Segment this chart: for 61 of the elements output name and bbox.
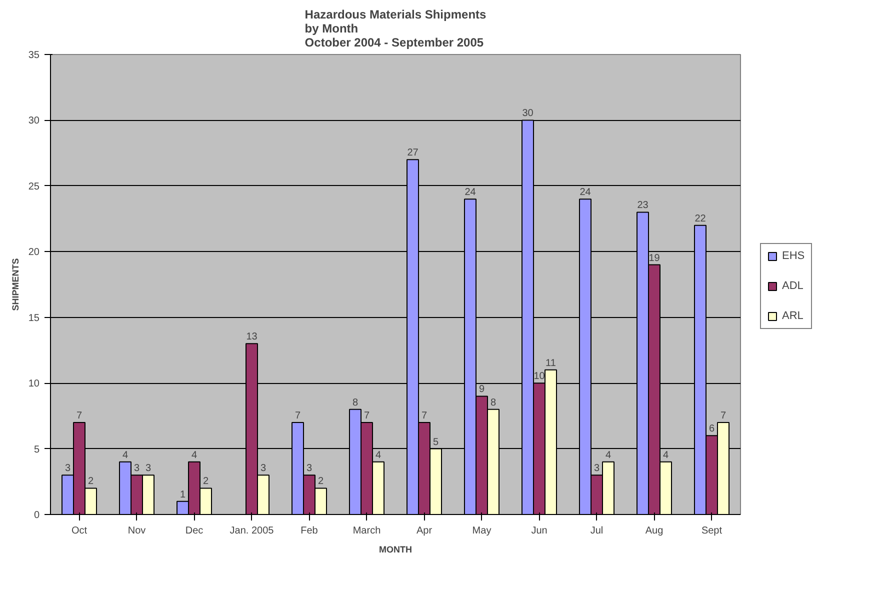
x-tick-label: May bbox=[472, 526, 492, 536]
x-tick-label: Jan. 2005 bbox=[230, 526, 274, 536]
y-tick-label: 5 bbox=[34, 444, 40, 456]
x-tick-label: Apr bbox=[416, 526, 433, 536]
chart-title: Hazardous Materials Shipments by Month October 2004 - September 2005 bbox=[304, 8, 487, 50]
data-label: 7 bbox=[76, 410, 82, 422]
data-label: 8 bbox=[490, 397, 496, 408]
x-tick-label: Oct bbox=[71, 526, 88, 536]
data-label: 3 bbox=[64, 463, 71, 474]
data-label: 7 bbox=[294, 410, 301, 422]
data-label: 24 bbox=[464, 187, 476, 198]
x-tick-label: Dec bbox=[185, 526, 204, 536]
x-tick-label: Nov bbox=[128, 526, 146, 536]
y-tick-label: 30 bbox=[28, 116, 40, 127]
data-label: 3 bbox=[594, 463, 600, 474]
y-tick-label: 20 bbox=[28, 247, 40, 258]
data-label: 4 bbox=[122, 450, 128, 461]
legend-label: ARL bbox=[782, 310, 804, 322]
y-tick-label: 15 bbox=[28, 312, 40, 324]
data-label: 3 bbox=[260, 463, 266, 474]
data-label: 4 bbox=[662, 450, 669, 461]
data-label: 13 bbox=[246, 332, 258, 343]
x-tick-label: Sept bbox=[701, 526, 722, 536]
data-label: 22 bbox=[694, 213, 706, 224]
data-label: 11 bbox=[546, 358, 556, 369]
data-label: 6 bbox=[708, 424, 715, 435]
y-tick-label: 25 bbox=[28, 181, 40, 192]
data-label: 4 bbox=[375, 450, 382, 461]
data-label: 24 bbox=[580, 187, 592, 198]
data-label: 7 bbox=[364, 410, 370, 422]
data-label: 4 bbox=[191, 450, 198, 461]
data-label: 2 bbox=[202, 476, 209, 488]
x-tick-label: Jun bbox=[531, 526, 548, 536]
x-tick-label: March bbox=[352, 526, 381, 536]
data-label: 4 bbox=[605, 450, 612, 461]
data-label: 3 bbox=[306, 463, 312, 474]
legend-label: EHS bbox=[782, 250, 805, 262]
data-label: 2 bbox=[318, 476, 324, 488]
data-label: 3 bbox=[134, 463, 140, 474]
y-axis-title: SHIPMENTS bbox=[10, 258, 20, 311]
x-tick-label: Feb bbox=[300, 526, 318, 536]
data-label: 30 bbox=[522, 108, 534, 120]
y-tick-label: 10 bbox=[28, 378, 40, 390]
y-tick-label: 35 bbox=[28, 50, 40, 61]
data-label: 19 bbox=[648, 252, 660, 264]
data-label: 10 bbox=[534, 371, 546, 382]
x-tick-label: Aug bbox=[645, 526, 664, 536]
data-label: 7 bbox=[421, 410, 428, 422]
data-label: 8 bbox=[352, 397, 358, 408]
data-label: 7 bbox=[720, 410, 726, 422]
data-label: 5 bbox=[432, 436, 439, 448]
data-label: 27 bbox=[407, 148, 419, 159]
data-label: 3 bbox=[145, 463, 152, 474]
data-label: 1 bbox=[180, 489, 186, 500]
legend-label: ADL bbox=[782, 280, 804, 292]
data-label: 9 bbox=[478, 384, 485, 396]
data-label: 23 bbox=[637, 200, 649, 212]
y-tick-label: 0 bbox=[34, 510, 40, 521]
x-tick-label: Jul bbox=[590, 526, 604, 536]
data-label: 2 bbox=[88, 476, 94, 488]
x-axis-title: MONTH bbox=[379, 544, 412, 554]
